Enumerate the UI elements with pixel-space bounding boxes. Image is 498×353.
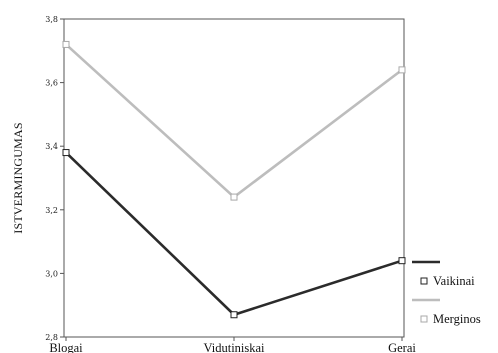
data-point xyxy=(62,149,70,157)
plot-frame xyxy=(63,18,405,338)
legend-label: Merginos xyxy=(433,312,481,326)
series-line-2 xyxy=(65,43,403,199)
data-point xyxy=(62,40,70,48)
y-tick-label: 3,4 xyxy=(45,142,58,151)
legend-marker xyxy=(420,277,428,285)
data-point xyxy=(398,66,406,74)
legend: Vaikinai Merginos xyxy=(412,260,481,326)
y-tick-label: 3,6 xyxy=(45,79,58,88)
y-tick-label: 3,0 xyxy=(45,269,58,278)
x-tick-label: Blogai xyxy=(49,341,83,353)
x-tick-label: Gerai xyxy=(388,341,416,353)
series-line-1 xyxy=(65,151,403,317)
legend-label: Vaikinai xyxy=(433,274,475,288)
data-point xyxy=(398,257,406,265)
series-layer xyxy=(62,40,406,319)
x-axis: Blogai Vidutiniskai Gerai xyxy=(49,337,416,353)
y-tick-label: 3,2 xyxy=(45,206,58,215)
y-tick-label: 2,8 xyxy=(45,333,58,342)
data-point xyxy=(230,311,238,319)
x-tick-label: Vidutiniskai xyxy=(203,341,265,353)
y-axis-title: ISTVERMINGUMAS xyxy=(11,122,25,233)
data-point xyxy=(230,193,238,201)
y-axis: 2,8 3,0 3,2 3,4 3,6 3,8 xyxy=(45,15,64,342)
y-tick-label: 3,8 xyxy=(45,15,58,24)
legend-marker xyxy=(420,315,428,323)
